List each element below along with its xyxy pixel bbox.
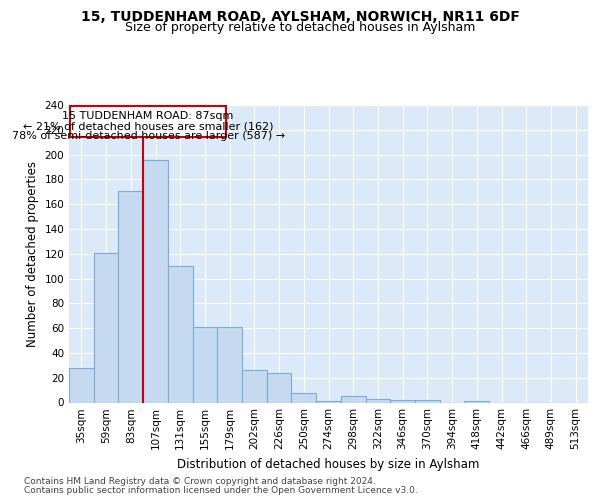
Bar (193, 327, 217, 402)
Bar (365, 399, 390, 402)
Bar (168, 266, 193, 402)
Text: 15, TUDDENHAM ROAD, AYLSHAM, NORWICH, NR11 6DF: 15, TUDDENHAM ROAD, AYLSHAM, NORWICH, NR… (80, 10, 520, 24)
Bar (341, 396, 365, 402)
Bar (217, 327, 242, 402)
Text: Contains HM Land Registry data © Crown copyright and database right 2024.: Contains HM Land Registry data © Crown c… (24, 477, 376, 486)
Bar (390, 400, 415, 402)
Text: ← 21% of detached houses are smaller (162): ← 21% of detached houses are smaller (16… (23, 121, 274, 131)
Y-axis label: Number of detached properties: Number of detached properties (26, 161, 39, 347)
Bar (292, 392, 316, 402)
Bar (94, 252, 118, 402)
Text: Size of property relative to detached houses in Aylsham: Size of property relative to detached ho… (125, 21, 475, 34)
Bar (267, 373, 292, 402)
Text: 78% of semi-detached houses are larger (587) →: 78% of semi-detached houses are larger (… (11, 131, 284, 141)
Bar (118, 190, 143, 402)
Bar (143, 160, 168, 402)
Bar (69, 368, 94, 402)
Bar (242, 370, 267, 402)
X-axis label: Distribution of detached houses by size in Aylsham: Distribution of detached houses by size … (178, 458, 479, 471)
Text: 15 TUDDENHAM ROAD: 87sqm: 15 TUDDENHAM ROAD: 87sqm (62, 111, 234, 121)
Text: Contains public sector information licensed under the Open Government Licence v3: Contains public sector information licen… (24, 486, 418, 495)
Bar (70, 106, 226, 137)
Bar (415, 400, 440, 402)
